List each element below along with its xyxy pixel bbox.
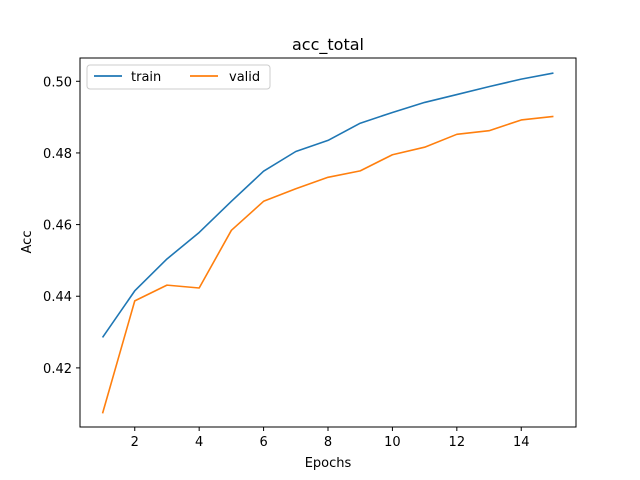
x-axis: 2 4 6 8 10 12 14 [131, 427, 530, 450]
x-tick-label: 12 [449, 435, 466, 450]
legend-train-label: train [131, 70, 161, 85]
plot-frame [79, 57, 577, 428]
x-tick-label: 4 [195, 435, 203, 450]
series-line-valid [101, 115, 554, 414]
legend-valid-label: valid [229, 70, 260, 85]
x-tick-label: 8 [324, 435, 332, 450]
y-tick-label: 0.50 [43, 75, 72, 90]
chart-title: acc_total [292, 35, 364, 55]
legend-box [86, 64, 271, 90]
legend: train valid [86, 64, 271, 90]
y-tick-label: 0.42 [43, 362, 72, 377]
x-axis-label: Epochs [305, 456, 352, 471]
series-layer [101, 72, 554, 414]
y-tick-label: 0.44 [43, 290, 72, 305]
y-axis-label: Acc [20, 231, 35, 254]
series-line-train [101, 72, 554, 338]
y-tick-label: 0.46 [43, 219, 72, 234]
x-tick-label: 10 [384, 435, 401, 450]
y-axis: 0.42 0.44 0.46 0.48 0.50 [43, 75, 80, 377]
x-tick-label: 2 [131, 435, 139, 450]
x-tick-label: 14 [513, 435, 530, 450]
y-tick-label: 0.48 [43, 147, 72, 162]
x-tick-label: 6 [259, 435, 267, 450]
